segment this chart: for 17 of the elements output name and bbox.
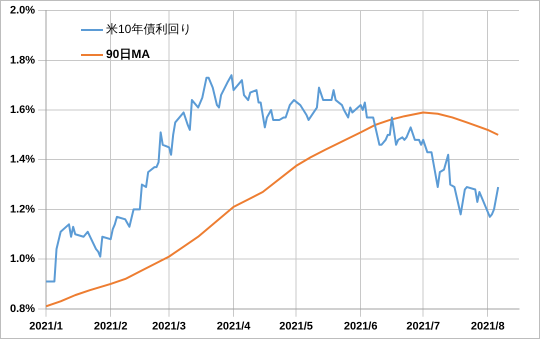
y-tick-label: 1.6% bbox=[10, 104, 36, 116]
y-tick-label: 0.8% bbox=[10, 302, 36, 315]
x-tick-label: 2021/2 bbox=[94, 320, 128, 332]
x-tick-label: 2021/4 bbox=[216, 320, 252, 332]
y-tick-label: 1.2% bbox=[10, 203, 36, 216]
legend-label: 米10年債利回り bbox=[106, 21, 192, 38]
y-tick-label: 1.8% bbox=[10, 54, 36, 66]
y-tick-label: 2.0% bbox=[10, 4, 36, 17]
x-tick-label: 2021/1 bbox=[29, 320, 63, 332]
x-tick-label: 2021/6 bbox=[344, 320, 378, 332]
y-tick-label: 1.4% bbox=[10, 154, 36, 166]
x-tick-label: 2021/7 bbox=[406, 320, 440, 332]
x-tick-label: 2021/3 bbox=[152, 320, 186, 332]
legend-label: 90日MA bbox=[106, 46, 150, 63]
x-tick-label: 2021/5 bbox=[279, 320, 313, 332]
x-tick-label: 2021/8 bbox=[470, 320, 505, 332]
y-tick-label: 1.0% bbox=[10, 253, 36, 266]
